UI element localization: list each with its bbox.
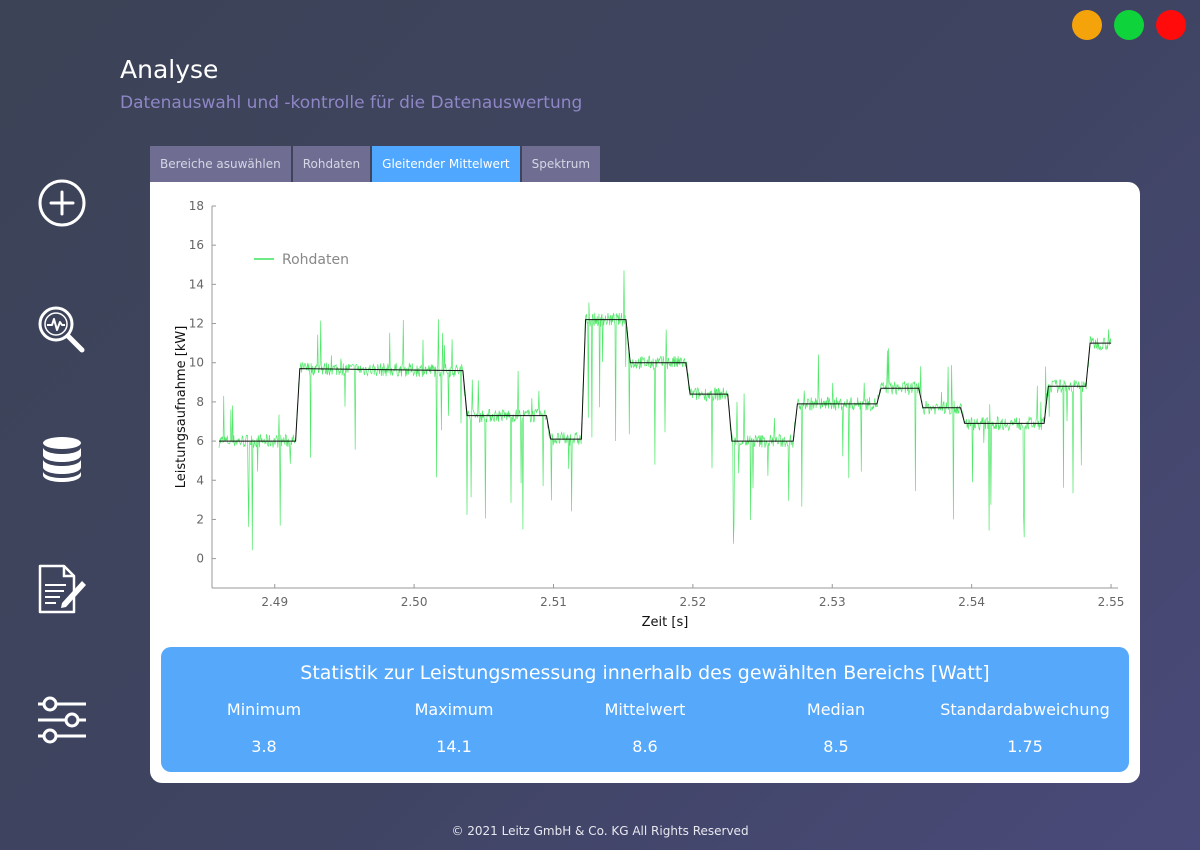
x-tick-label: 2.50 xyxy=(401,595,428,609)
x-tick-label: 2.51 xyxy=(540,595,567,609)
statistics-panel: Statistik zur Leistungsmessung innerhalb… xyxy=(161,647,1129,772)
y-tick-label: 10 xyxy=(189,356,204,370)
analysis-button[interactable] xyxy=(36,304,88,356)
settings-button[interactable] xyxy=(36,694,88,746)
x-tick-label: 2.52 xyxy=(680,595,707,609)
stat-label: Median xyxy=(806,700,866,719)
document-edit-icon xyxy=(38,564,86,614)
page-title: Analyse xyxy=(120,55,219,84)
database-icon xyxy=(43,437,81,482)
stat-value: 14.1 xyxy=(436,737,472,756)
stat-label: Mittelwert xyxy=(604,700,686,719)
y-tick-label: 6 xyxy=(196,434,204,448)
minimize-button[interactable] xyxy=(1072,10,1102,40)
sliders-icon xyxy=(38,696,86,744)
content-card: 0 2 4 6 8 10 12 14 16 18 2.49 2.50 2.51 2.52 2.53 2.54 2… xyxy=(150,182,1140,783)
tab-bar: Bereiche asuwählen Rohdaten Gleitender M… xyxy=(150,146,601,182)
tab-spektrum[interactable]: Spektrum xyxy=(521,146,601,182)
stat-label: Standardabweichung xyxy=(940,700,1110,719)
page-subtitle: Datenauswahl und -kontrolle für die Date… xyxy=(120,93,583,113)
tab-rohdaten[interactable]: Rohdaten xyxy=(292,146,371,182)
legend-label: Rohdaten xyxy=(282,252,349,268)
series-line-gleitender-mittelwert xyxy=(219,319,1111,442)
plus-circle-icon xyxy=(38,179,86,227)
stat-value: 1.75 xyxy=(1007,737,1043,756)
series-line-rohdaten xyxy=(218,270,1112,551)
stat-value: 8.6 xyxy=(632,737,658,756)
report-button[interactable] xyxy=(36,563,88,615)
footer-copyright: © 2021 Leitz GmbH & Co. KG All Rights Re… xyxy=(451,824,749,838)
y-tick-label: 18 xyxy=(189,199,204,213)
y-axis-label: Leistungsaufnahme [kW] xyxy=(174,326,189,489)
stat-label: Minimum xyxy=(226,700,302,719)
maximize-button[interactable] xyxy=(1114,10,1144,40)
magnifier-analysis-icon xyxy=(38,306,85,353)
x-axis-label: Zeit [s] xyxy=(642,615,689,630)
y-tick-label: 14 xyxy=(189,277,204,291)
y-tick-label: 4 xyxy=(196,473,204,487)
tab-gleitender-mittelwert[interactable]: Gleitender Mittelwert xyxy=(372,146,520,182)
x-tick-label: 2.55 xyxy=(1098,595,1125,609)
stat-label: Maximum xyxy=(414,700,494,719)
y-tick-label: 16 xyxy=(189,238,204,252)
tab-bereiche-auswaehlen[interactable]: Bereiche asuwählen xyxy=(150,146,291,182)
add-button[interactable] xyxy=(36,177,88,229)
y-tick-label: 12 xyxy=(189,317,204,331)
statistics-title: Statistik zur Leistungsmessung innerhalb… xyxy=(300,662,990,684)
stat-value: 8.5 xyxy=(823,737,849,756)
x-tick-label: 2.54 xyxy=(958,595,985,609)
database-button[interactable] xyxy=(36,433,88,485)
x-tick-label: 2.49 xyxy=(261,595,288,609)
x-tick-label: 2.53 xyxy=(819,595,846,609)
y-tick-label: 2 xyxy=(196,512,204,526)
stat-value: 3.8 xyxy=(251,737,277,756)
y-tick-label: 0 xyxy=(196,552,204,566)
close-button[interactable] xyxy=(1156,10,1186,40)
y-tick-label: 8 xyxy=(196,395,204,409)
power-chart[interactable]: 0 2 4 6 8 10 12 14 16 18 2.49 2.50 2.51 2.52 2.53 2.54 2… xyxy=(150,182,1140,642)
